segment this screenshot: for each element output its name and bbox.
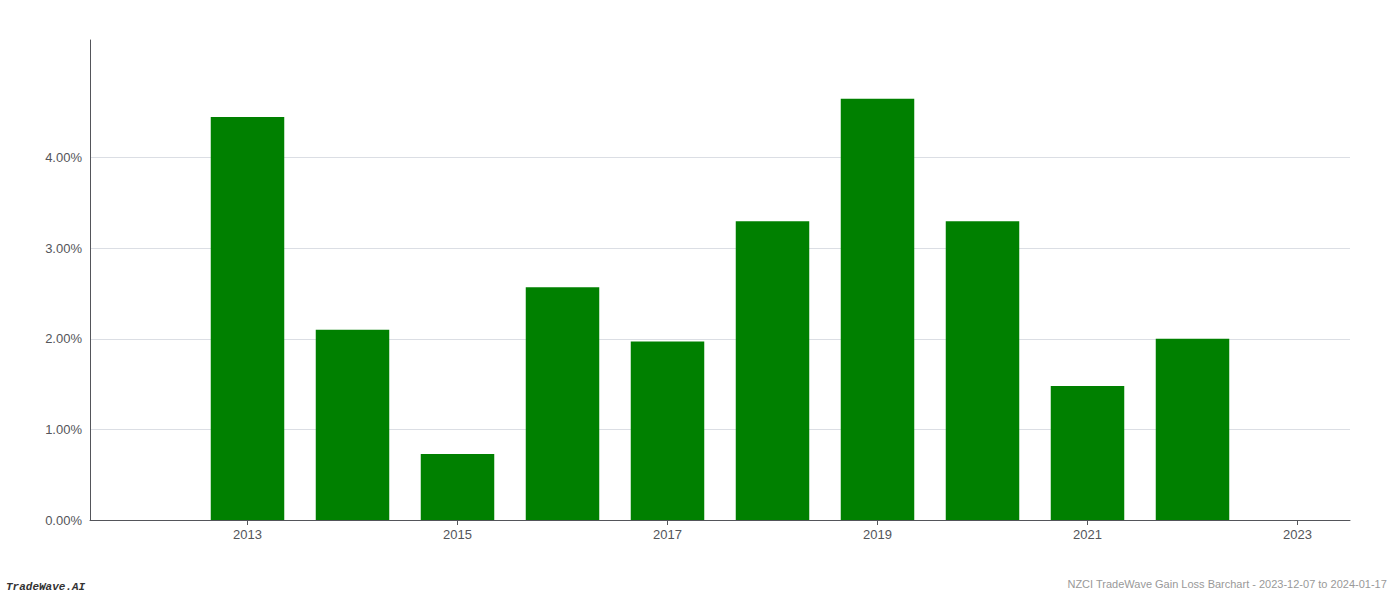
- svg-text:2019: 2019: [863, 527, 892, 542]
- svg-text:1.00%: 1.00%: [45, 422, 82, 437]
- svg-text:2013: 2013: [233, 527, 262, 542]
- svg-text:4.00%: 4.00%: [45, 150, 82, 165]
- svg-text:2.00%: 2.00%: [45, 331, 82, 346]
- svg-text:2017: 2017: [653, 527, 682, 542]
- svg-text:0.00%: 0.00%: [45, 513, 82, 528]
- svg-text:TradeWave.AI: TradeWave.AI: [6, 581, 86, 593]
- svg-text:2015: 2015: [443, 527, 472, 542]
- svg-text:2021: 2021: [1073, 527, 1102, 542]
- svg-text:NZCI TradeWave Gain Loss Barch: NZCI TradeWave Gain Loss Barchart - 2023…: [1067, 578, 1386, 590]
- svg-text:3.00%: 3.00%: [45, 241, 82, 256]
- svg-text:2023: 2023: [1283, 527, 1312, 542]
